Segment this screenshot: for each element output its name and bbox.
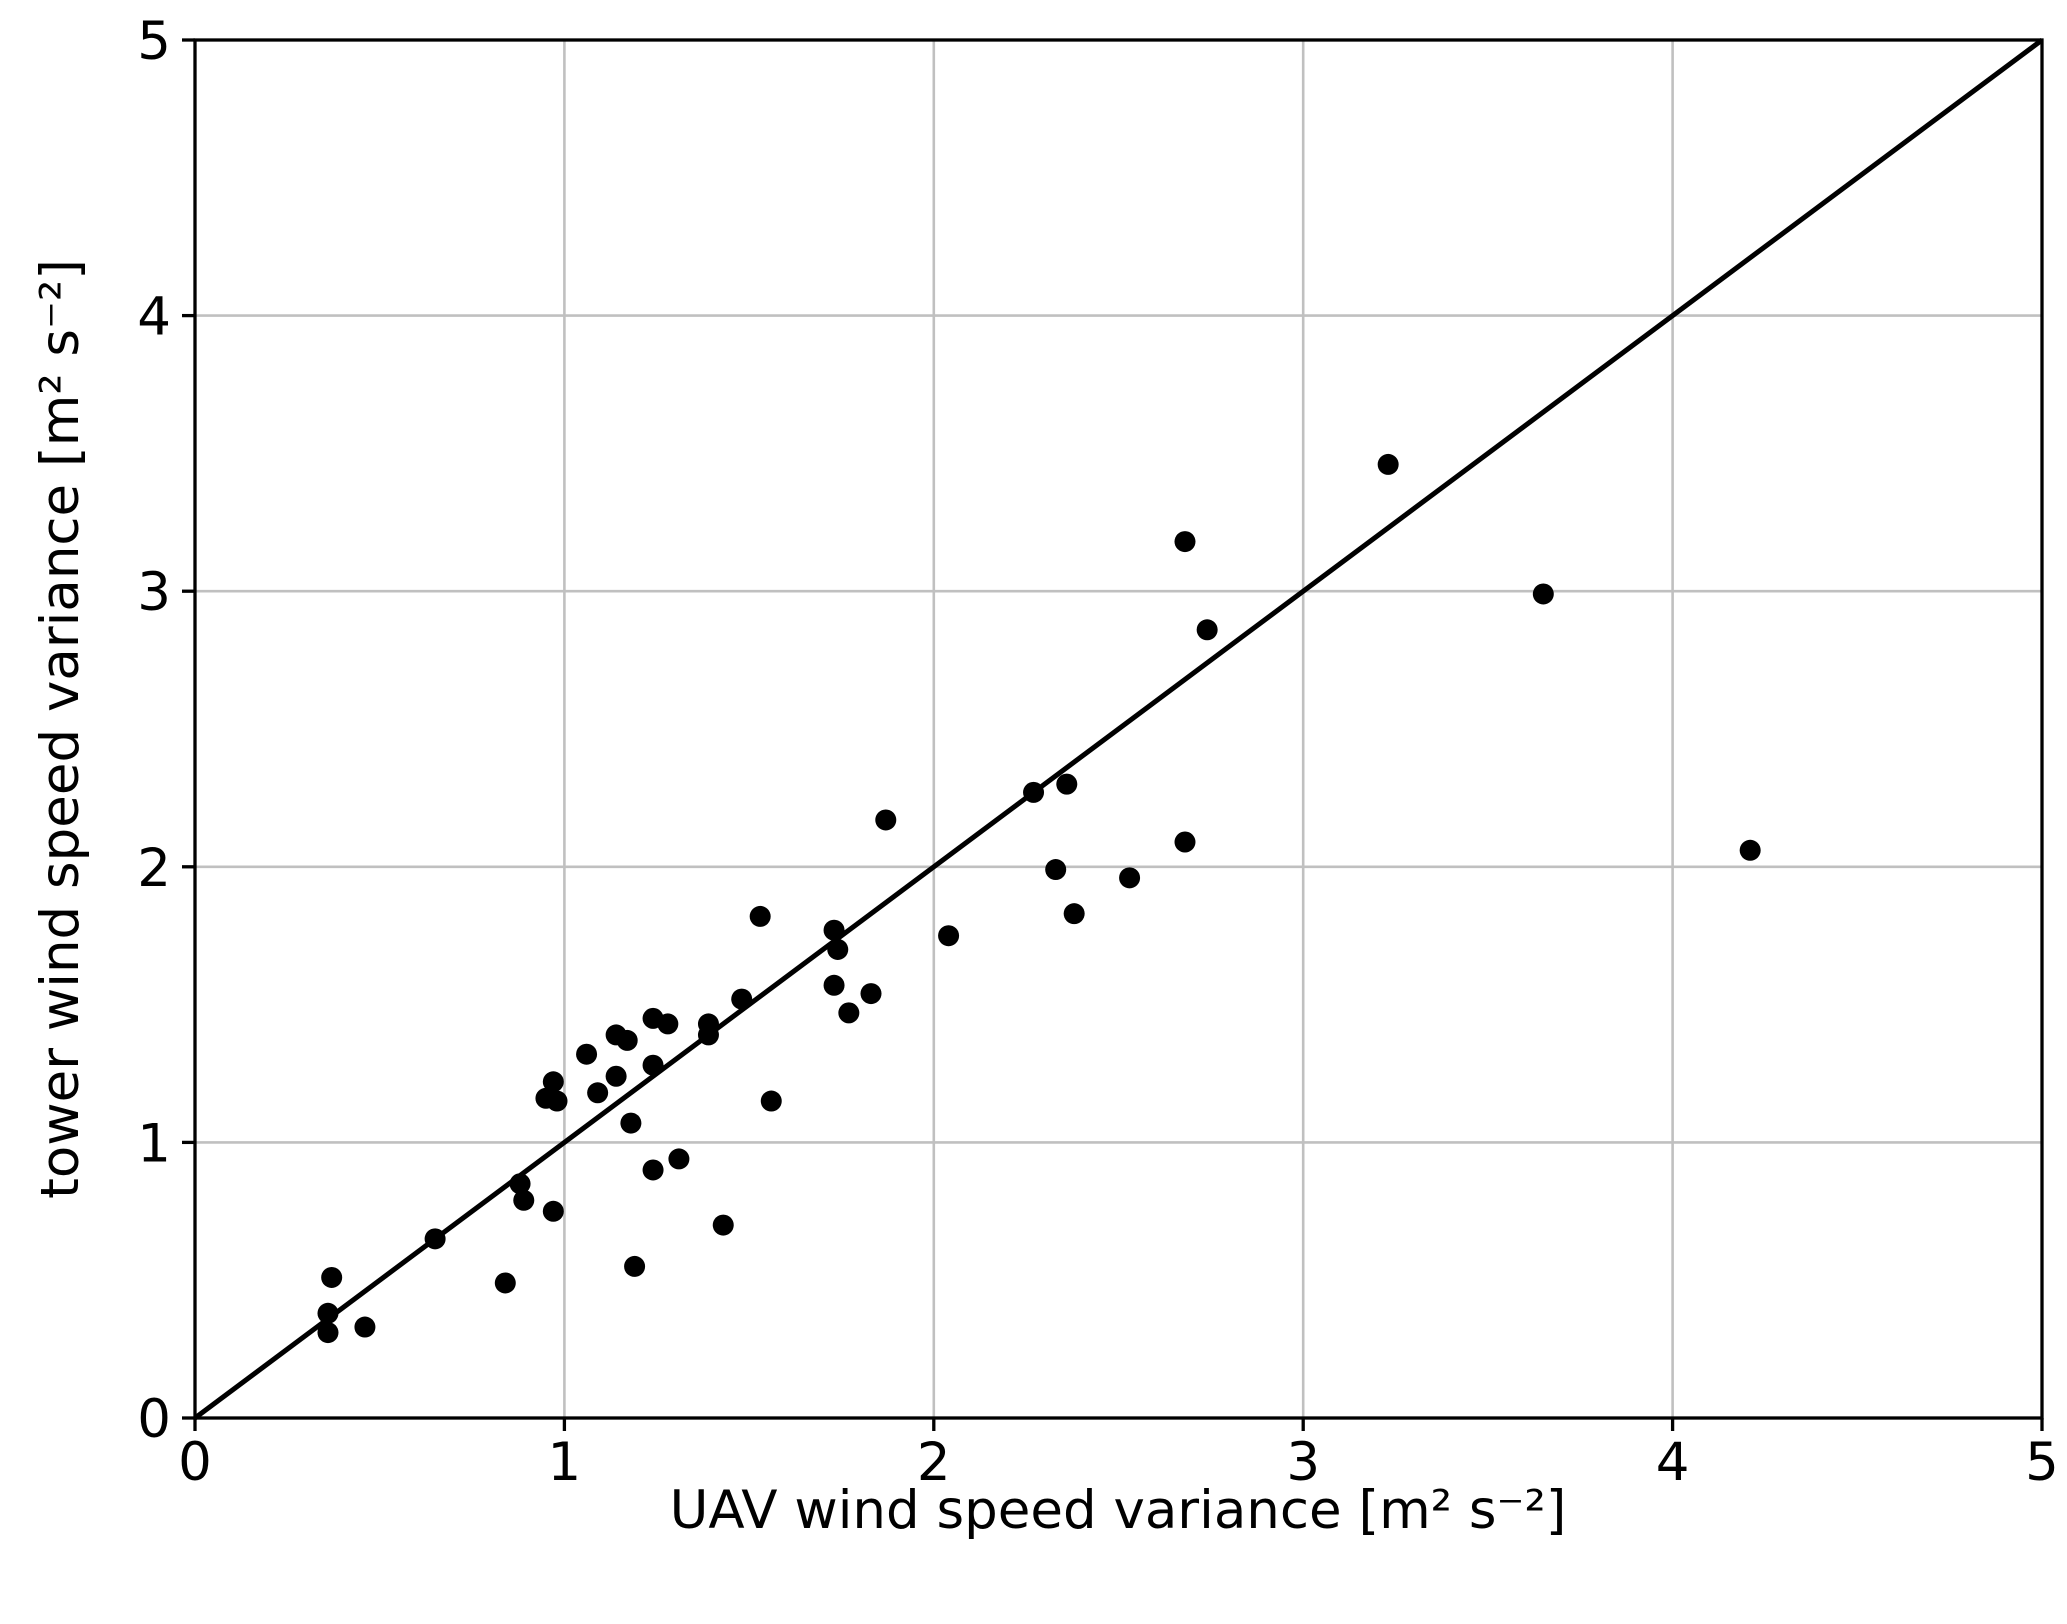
data-point	[546, 1090, 568, 1112]
data-point	[642, 1159, 664, 1181]
data-point	[938, 925, 960, 947]
data-point	[712, 1214, 734, 1236]
x-tick-label: 1	[548, 1432, 582, 1493]
y-tick-label: 3	[137, 562, 171, 623]
data-point	[827, 938, 849, 960]
data-point	[1377, 453, 1399, 475]
data-point	[624, 1255, 646, 1277]
plot-frame	[193, 38, 2044, 1420]
data-point	[1023, 781, 1045, 803]
data-point	[494, 1272, 516, 1294]
data-point	[1532, 583, 1554, 605]
data-point	[587, 1082, 609, 1104]
x-tick-label: 0	[178, 1432, 212, 1493]
data-points	[317, 453, 1761, 1344]
data-point	[1174, 831, 1196, 853]
data-point	[317, 1322, 339, 1344]
y-tick-label: 1	[137, 1113, 171, 1174]
y-tick-label: 0	[137, 1389, 171, 1450]
data-point	[1196, 619, 1218, 641]
y-tick-label: 5	[137, 11, 171, 72]
data-point	[838, 1002, 860, 1024]
data-point	[1739, 839, 1761, 861]
data-point	[657, 1013, 679, 1035]
ticks: 0 1 2 3 4 5 0 1 2 3 4 5	[137, 11, 2059, 1493]
data-point	[509, 1173, 531, 1195]
x-tick-label: 4	[1656, 1432, 1690, 1493]
x-tick-label: 5	[2025, 1432, 2059, 1493]
data-point	[513, 1189, 535, 1211]
data-point	[605, 1065, 627, 1087]
data-point	[731, 988, 753, 1010]
data-point	[875, 809, 897, 831]
data-point	[542, 1071, 564, 1093]
data-point	[576, 1043, 598, 1065]
data-point	[749, 905, 771, 927]
x-axis-label: UAV wind speed variance [m² s⁻²]	[670, 1480, 1567, 1541]
y-tick-label: 2	[137, 838, 171, 899]
data-point	[823, 974, 845, 996]
data-point	[823, 919, 845, 941]
data-point	[860, 983, 882, 1005]
y-tick-label: 4	[137, 287, 171, 348]
data-point	[760, 1090, 782, 1112]
x-tick-label: 3	[1286, 1432, 1320, 1493]
reference-line-group	[193, 37, 2044, 1421]
data-point	[616, 1029, 638, 1051]
data-point	[317, 1302, 339, 1324]
data-point	[1045, 859, 1067, 881]
one-to-one-line	[193, 37, 2044, 1421]
data-point	[354, 1316, 376, 1338]
x-tick-label: 2	[917, 1432, 951, 1493]
data-point	[542, 1200, 564, 1222]
data-point	[697, 1013, 719, 1035]
y-axis-label: tower wind speed variance [m² s⁻²]	[30, 259, 91, 1199]
data-point	[1063, 903, 1085, 925]
data-point	[642, 1054, 664, 1076]
data-point	[1119, 867, 1141, 889]
data-point	[1056, 773, 1078, 795]
data-point	[321, 1266, 343, 1288]
data-point	[1174, 531, 1196, 553]
data-point	[620, 1112, 642, 1134]
data-point	[668, 1148, 690, 1170]
data-point	[424, 1228, 446, 1250]
